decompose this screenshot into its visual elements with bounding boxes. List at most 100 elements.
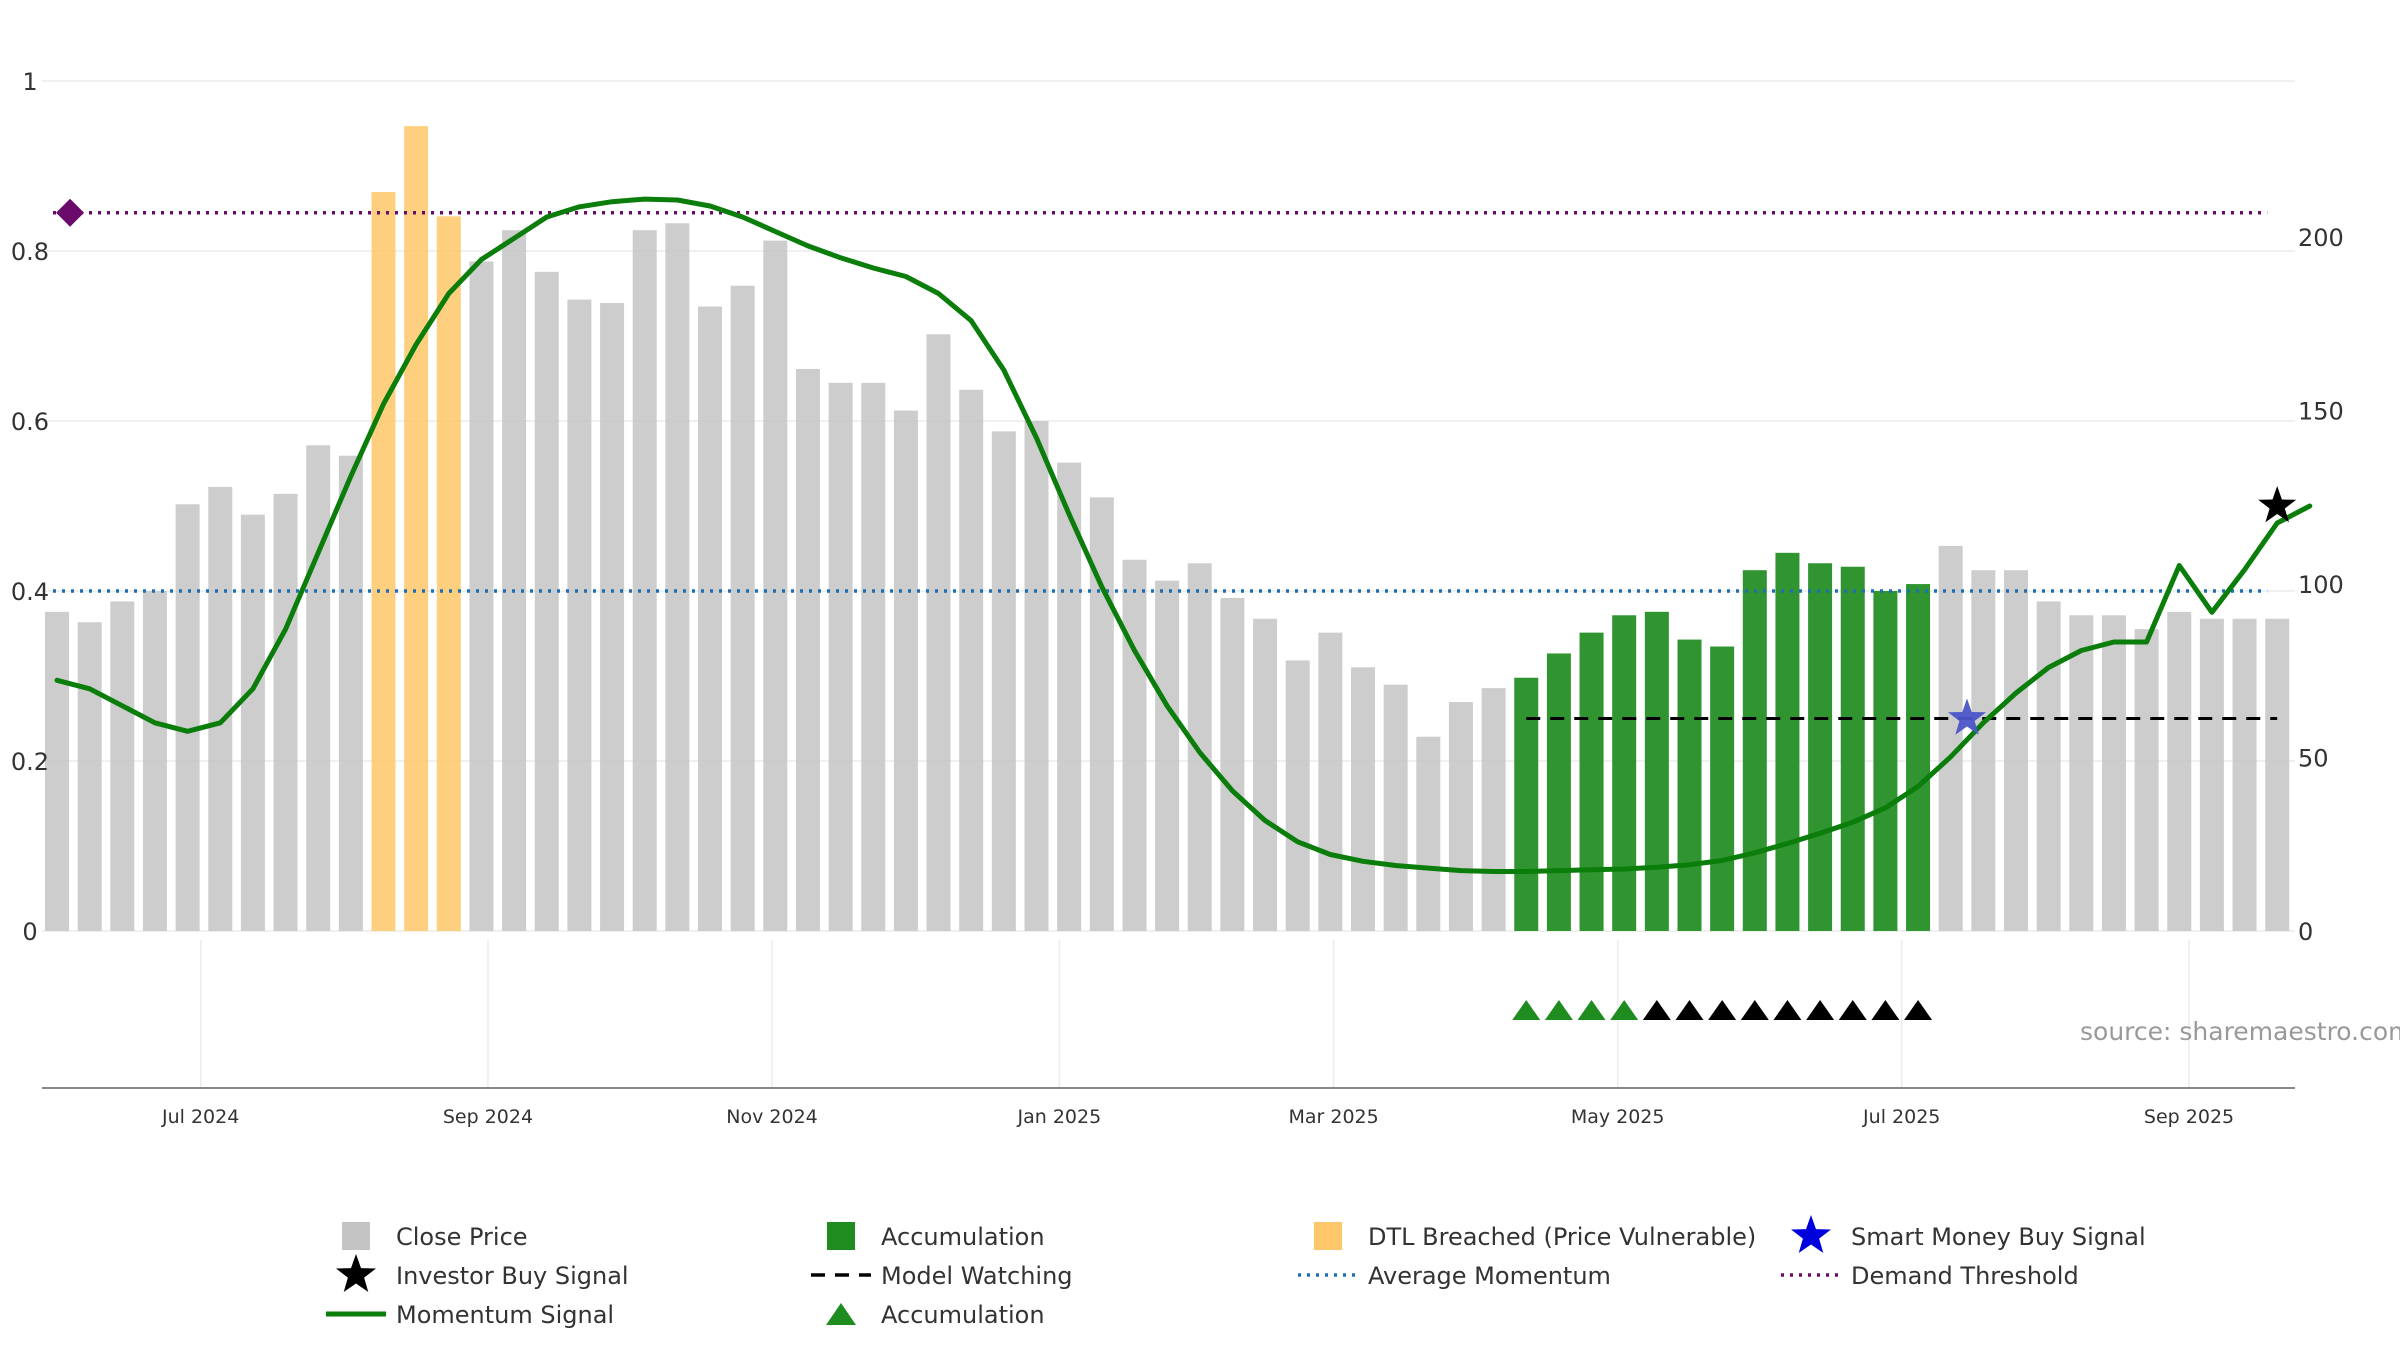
close-price-bar <box>240 514 265 931</box>
investor-buy-signal <box>2258 486 2297 523</box>
close-price-bar <box>893 410 918 932</box>
close-price-bar <box>2101 615 2126 931</box>
close-price-bar <box>795 368 820 931</box>
source-label: source: sharemaestro.com <box>2080 1017 2400 1046</box>
close-price-bar <box>142 591 167 931</box>
x-tick-label: Jul 2024 <box>161 1106 239 1128</box>
accumulation-marker <box>1708 1000 1737 1020</box>
close-price-bar <box>1122 559 1147 931</box>
close-price-bar <box>77 622 102 931</box>
close-price-bar <box>1253 618 1278 931</box>
close-price-bar <box>2004 570 2028 931</box>
close-price-bar <box>828 382 853 931</box>
accumulation-bar <box>1775 552 1800 931</box>
accumulation-marker <box>1806 1000 1835 1020</box>
close-price-bar <box>1057 462 1082 931</box>
right-axis-label: 200 <box>2298 224 2344 252</box>
close-price-bar <box>2167 611 2192 931</box>
accumulation-marker <box>1871 1000 1900 1020</box>
close-price-bar <box>1971 570 1996 931</box>
close-price-bar <box>2265 618 2290 931</box>
legend-item: Demand Threshold <box>1781 1262 2079 1290</box>
legend-label: Average Momentum <box>1368 1262 1611 1290</box>
legend-label: DTL Breached (Price Vulnerable) <box>1368 1223 1756 1251</box>
x-tick-label: Sep 2025 <box>2144 1106 2234 1128</box>
accumulation-marker <box>1773 1000 1802 1020</box>
legend-swatch <box>1314 1222 1342 1250</box>
legend-item: Smart Money Buy Signal <box>1791 1215 2146 1253</box>
close-price-bar <box>45 611 69 931</box>
close-price-bar <box>763 240 788 931</box>
accumulation-bar <box>1808 563 1833 931</box>
close-price-bar <box>926 334 951 931</box>
legend-swatch <box>827 1222 855 1250</box>
accumulation-bar <box>1579 632 1604 931</box>
legend-item: Average Momentum <box>1298 1262 1611 1290</box>
legend-label: Investor Buy Signal <box>396 1262 629 1290</box>
momentum-series <box>54 196 2313 874</box>
legend: Close Price Accumulation DTL Breached (Pri… <box>326 1215 2146 1329</box>
right-axis-label: 150 <box>2298 398 2344 426</box>
dtl-breached-bar <box>436 216 461 931</box>
accumulation-marker <box>1610 1000 1639 1020</box>
smart-money-buy-signal <box>1948 698 1986 735</box>
dtl-breached-bar <box>371 192 396 932</box>
close-price-bar <box>1318 632 1343 931</box>
left-axis-label: 0.4 <box>11 578 49 606</box>
close-price-bar <box>632 230 657 932</box>
close-price-bar <box>959 389 984 931</box>
close-price-bar <box>2069 615 2094 931</box>
right-axis-label: 50 <box>2298 745 2329 773</box>
left-axis-label: 0.6 <box>11 408 49 436</box>
accumulation-bar <box>1873 591 1898 931</box>
close-price-bar <box>1024 421 1049 931</box>
axes: Jul 2024 Sep 2024 Nov 2024 Jan 2025 Mar 2025… <box>11 68 2344 1128</box>
legend-label: Smart Money Buy Signal <box>1851 1223 2146 1251</box>
reference-lines <box>53 211 2278 720</box>
x-tick-label: Jan 2025 <box>1017 1106 1102 1128</box>
left-axis-label: 1 <box>22 68 37 96</box>
close-price-bar <box>1416 736 1441 931</box>
accumulation-bar <box>1677 639 1702 931</box>
close-price-bar <box>861 382 886 931</box>
close-price-bar <box>600 303 625 932</box>
legend-item: Accumulation <box>827 1222 1045 1251</box>
left-axis-label: 0 <box>22 918 37 946</box>
right-axis-label: 100 <box>2298 571 2344 599</box>
legend-label: Model Watching <box>881 1262 1073 1290</box>
accumulation-bar <box>1546 653 1571 931</box>
legend-label: Momentum Signal <box>396 1301 614 1329</box>
close-price-bar <box>665 223 690 932</box>
close-price-bar <box>1155 580 1180 931</box>
legend-item: Close Price <box>342 1222 528 1251</box>
close-price-bar <box>730 285 755 932</box>
accumulation-marker <box>1740 1000 1769 1020</box>
close-price-bar <box>2199 618 2224 931</box>
accumulation-bar <box>1612 615 1637 931</box>
legend-item: DTL Breached (Price Vulnerable) <box>1314 1222 1756 1251</box>
accumulation-marker <box>1642 1000 1671 1020</box>
legend-swatch <box>826 1303 856 1325</box>
close-price-bar <box>1938 545 1963 931</box>
close-price-bar <box>2232 618 2257 931</box>
close-price-bar <box>208 486 233 931</box>
close-price-bar <box>273 493 298 931</box>
close-price-bar <box>338 455 363 931</box>
close-price-bar <box>567 299 592 932</box>
accumulation-bar <box>1906 584 1931 931</box>
accumulation-marker <box>1512 1000 1541 1020</box>
legend-label: Accumulation <box>881 1223 1045 1251</box>
close-price-bar <box>1187 563 1212 931</box>
accumulation-marker <box>1675 1000 1704 1020</box>
legend-item: Momentum Signal <box>326 1301 614 1329</box>
legend-item: Model Watching <box>811 1262 1073 1290</box>
close-price-bar <box>1220 597 1245 931</box>
close-price-bar <box>534 271 559 932</box>
accumulation-bar <box>1742 570 1767 931</box>
legend-swatch <box>336 1254 376 1292</box>
close-price-bar <box>469 261 494 931</box>
accumulation-marker <box>1904 1000 1933 1020</box>
close-price-bar <box>1351 667 1375 931</box>
close-price-bar <box>1448 702 1473 931</box>
